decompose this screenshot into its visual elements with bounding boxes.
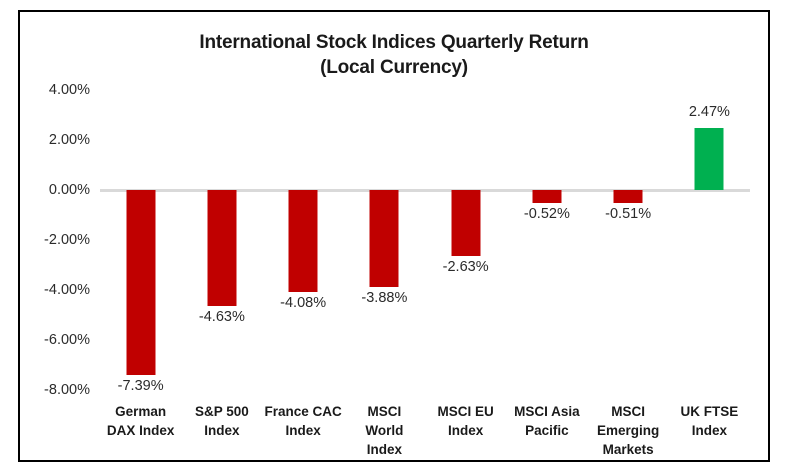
category-label-line: France CAC [264,404,342,419]
category-label-line: MSCI Asia [514,404,580,419]
bar-value-label: -2.63% [442,258,489,275]
bar[interactable] [207,190,237,306]
bar[interactable] [369,190,399,287]
bar-group[interactable]: -4.08% France CAC Index [263,90,344,438]
bar[interactable] [451,190,481,256]
x-axis-category-label: German DAX Index [98,402,184,440]
x-axis-category-label: MSCI Emerging Markets [585,402,671,459]
x-axis-category-label: UK FTSE Index [666,402,752,440]
bar-group[interactable]: -3.88% MSCI World Index [344,90,425,457]
bar-value-label: -7.39% [117,377,164,394]
category-label-line: MSCI EU [437,404,494,419]
bar[interactable] [126,190,156,375]
chart-title: International Stock Indices Quarterly Re… [20,30,768,80]
x-axis-category-label: MSCI EU Index [423,402,509,440]
bar-group[interactable]: 2.47% UK FTSE Index [669,90,750,438]
category-label-line: UK FTSE [680,404,739,419]
category-label-line: Index [691,423,727,439]
bar[interactable] [532,190,562,203]
x-axis-category-label: France CAC Index [260,402,346,440]
category-label-line: Index [366,442,402,458]
y-axis-tick-label: 2.00% [48,132,90,148]
y-axis-tick-label: -2.00% [44,232,90,248]
bar-value-label: -3.88% [361,290,408,306]
y-axis-tick-label: 0.00% [48,182,90,198]
y-axis-tick-label: 4.00% [48,82,90,98]
category-label-line: MSCI [367,404,402,419]
x-axis-category-label: MSCI Asia Pacific [504,402,590,440]
bar-group[interactable]: -4.63% S&P 500 Index [181,90,262,438]
category-label-line: Emerging [596,423,660,439]
chart-title-line-1: International Stock Indices Quarterly Re… [199,32,589,53]
bar-group[interactable]: -7.39% German DAX Index [100,90,181,438]
category-label-line: Index [285,423,321,439]
bar[interactable] [288,190,318,292]
category-label-line: Pacific [525,423,569,439]
bar-value-label: -0.51% [605,205,652,222]
category-label-line: MSCI [611,404,645,419]
category-label-line: World [365,423,404,439]
chart-title-line-2: (Local Currency) [320,57,468,79]
category-label-line: DAX Index [106,423,175,439]
y-axis-tick-label: -6.00% [44,332,90,348]
chart-frame: International Stock Indices Quarterly Re… [18,10,770,462]
y-axis-tick-label: -4.00% [44,282,90,298]
y-axis-tick-label: -8.00% [44,382,90,398]
zero-baseline [100,189,750,192]
bar-value-label: -0.52% [523,206,570,222]
category-label-line: S&P 500 [194,404,249,419]
bar-value-label: -4.63% [198,308,245,325]
bar[interactable] [694,128,724,190]
bar-group[interactable]: -0.52% MSCI Asia Pacific [506,90,587,438]
plot-area: 4.00% 2.00% 0.00% -2.00% -4.00% -6.00% -8.00% … [44,82,750,457]
x-axis-category-label: MSCI World Index [341,402,427,459]
x-axis-category-label: S&P 500 Index [179,402,265,440]
category-label-line: Index [447,423,484,439]
category-label-line: German [115,404,167,419]
bar[interactable] [613,190,643,203]
bar-value-label: -4.08% [280,295,327,311]
bar-value-label: 2.47% [688,104,730,121]
bar-group[interactable]: -2.63% MSCI EU Index [425,90,506,438]
category-label-line: Index [204,423,240,439]
bar-group[interactable]: -0.51% MSCI Emerging Markets [588,90,669,457]
category-label-line: Markets [602,442,654,458]
